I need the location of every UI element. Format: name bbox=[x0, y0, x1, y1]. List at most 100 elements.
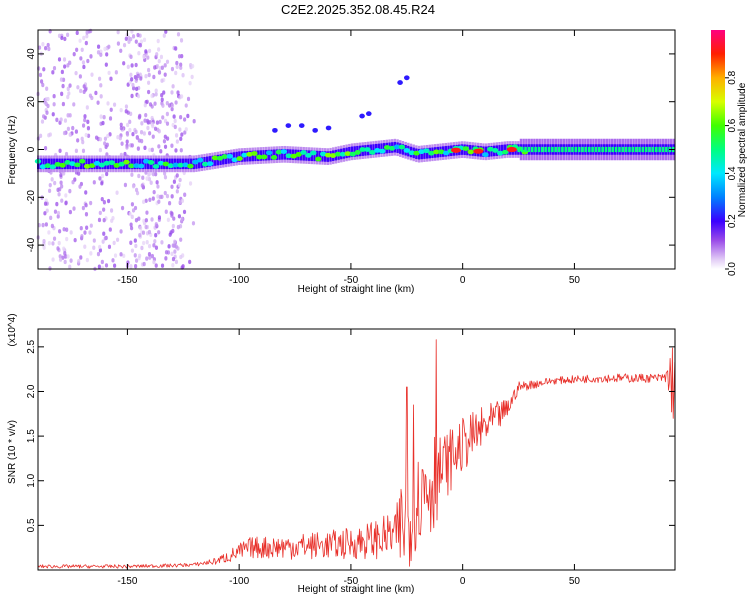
noise-mark bbox=[147, 80, 151, 85]
noise-mark bbox=[112, 102, 117, 107]
noise-mark bbox=[150, 253, 155, 259]
stray-blob bbox=[272, 127, 278, 133]
band-core bbox=[200, 157, 204, 168]
noise-mark bbox=[150, 147, 154, 153]
noise-mark bbox=[89, 28, 93, 34]
noise-mark bbox=[159, 149, 163, 154]
noise-mark bbox=[37, 45, 42, 50]
band-core bbox=[302, 150, 305, 161]
ridge-blob bbox=[364, 147, 371, 152]
snr-y-ticks: 0.5 1.0 1.5 2.0 2.5 bbox=[26, 339, 675, 532]
noise-mark bbox=[38, 72, 43, 78]
noise-mark bbox=[179, 65, 183, 70]
noise-mark bbox=[142, 261, 146, 267]
noise-mark bbox=[98, 147, 103, 153]
noise-mark bbox=[85, 257, 89, 263]
noise-mark bbox=[177, 214, 182, 219]
noise-mark bbox=[67, 91, 71, 96]
noise-mark bbox=[154, 233, 158, 238]
ridge-line bbox=[655, 146, 658, 153]
noise-mark bbox=[61, 101, 65, 107]
noise-mark bbox=[123, 151, 127, 157]
band-core bbox=[323, 151, 327, 162]
noise-mark bbox=[171, 228, 175, 234]
noise-mark bbox=[133, 238, 137, 243]
noise-mark bbox=[77, 171, 81, 176]
noise-mark bbox=[51, 257, 55, 262]
noise-mark bbox=[68, 209, 72, 215]
noise-mark bbox=[47, 188, 52, 194]
ridge-line bbox=[648, 146, 651, 153]
ridge-blob bbox=[438, 149, 445, 155]
band-core bbox=[318, 150, 322, 162]
noise-mark bbox=[161, 103, 165, 108]
ridge-blob bbox=[93, 160, 101, 166]
noise-mark bbox=[64, 151, 69, 157]
x-tick-label: -150 bbox=[117, 576, 137, 587]
noise-mark bbox=[173, 249, 177, 254]
noise-mark bbox=[109, 208, 114, 213]
noise-mark bbox=[42, 114, 46, 119]
ridge-blob bbox=[49, 164, 56, 170]
noise-mark bbox=[157, 230, 161, 235]
noise-mark bbox=[126, 122, 130, 128]
noise-mark bbox=[43, 211, 47, 216]
noise-mark bbox=[102, 200, 107, 205]
colorbar-tick-label: 0.0 bbox=[727, 262, 738, 276]
noise-mark bbox=[141, 175, 145, 180]
ridge-line bbox=[571, 146, 574, 153]
ridge-blob bbox=[98, 162, 106, 168]
noise-mark bbox=[61, 255, 65, 260]
ridge-blob bbox=[64, 160, 71, 165]
noise-mark bbox=[126, 82, 130, 87]
noise-mark bbox=[89, 54, 93, 59]
noise-mark bbox=[140, 183, 144, 188]
ridge-line bbox=[638, 146, 641, 153]
noise-mark bbox=[94, 90, 98, 96]
y-tick-label: 40 bbox=[26, 48, 37, 60]
ridge-line bbox=[534, 146, 537, 153]
noise-mark bbox=[58, 254, 62, 259]
noise-mark bbox=[134, 264, 138, 269]
noise-mark bbox=[107, 70, 111, 76]
x-tick-label: 0 bbox=[460, 576, 466, 587]
noise-mark bbox=[63, 36, 67, 42]
noise-mark bbox=[100, 196, 104, 202]
band-core bbox=[369, 144, 372, 156]
noise-mark bbox=[89, 200, 93, 206]
noise-mark bbox=[149, 180, 153, 185]
band-core bbox=[205, 156, 209, 168]
noise-mark bbox=[122, 253, 126, 259]
band-core bbox=[643, 144, 646, 155]
ridge-blob bbox=[265, 150, 273, 156]
ridge-blob bbox=[152, 164, 160, 169]
noise-mark bbox=[170, 90, 174, 95]
noise-mark bbox=[80, 47, 84, 52]
noise-mark bbox=[85, 30, 89, 35]
noise-mark bbox=[168, 201, 172, 206]
noise-mark bbox=[68, 83, 72, 88]
noise-mark bbox=[57, 240, 61, 246]
noise-mark bbox=[44, 222, 48, 227]
noise-mark bbox=[131, 82, 135, 88]
colorbar-tick-label: 0.8 bbox=[727, 70, 738, 84]
band-core bbox=[562, 144, 566, 155]
noise-mark bbox=[76, 138, 80, 143]
noise-mark bbox=[57, 192, 61, 197]
noise-mark bbox=[74, 129, 78, 134]
noise-mark bbox=[150, 93, 154, 99]
noise-mark bbox=[161, 115, 165, 120]
noise-mark bbox=[73, 237, 77, 243]
noise-mark bbox=[46, 96, 50, 102]
noise-mark bbox=[131, 208, 136, 213]
noise-mark bbox=[129, 240, 133, 245]
noise-mark bbox=[170, 143, 174, 148]
noise-mark bbox=[157, 199, 161, 204]
ridge-blob bbox=[501, 149, 509, 155]
noise-mark bbox=[41, 82, 45, 88]
noise-mark bbox=[170, 66, 175, 72]
noise-mark bbox=[144, 74, 148, 79]
noise-mark bbox=[101, 120, 105, 126]
noise-mark bbox=[122, 61, 126, 66]
noise-mark bbox=[179, 254, 183, 260]
